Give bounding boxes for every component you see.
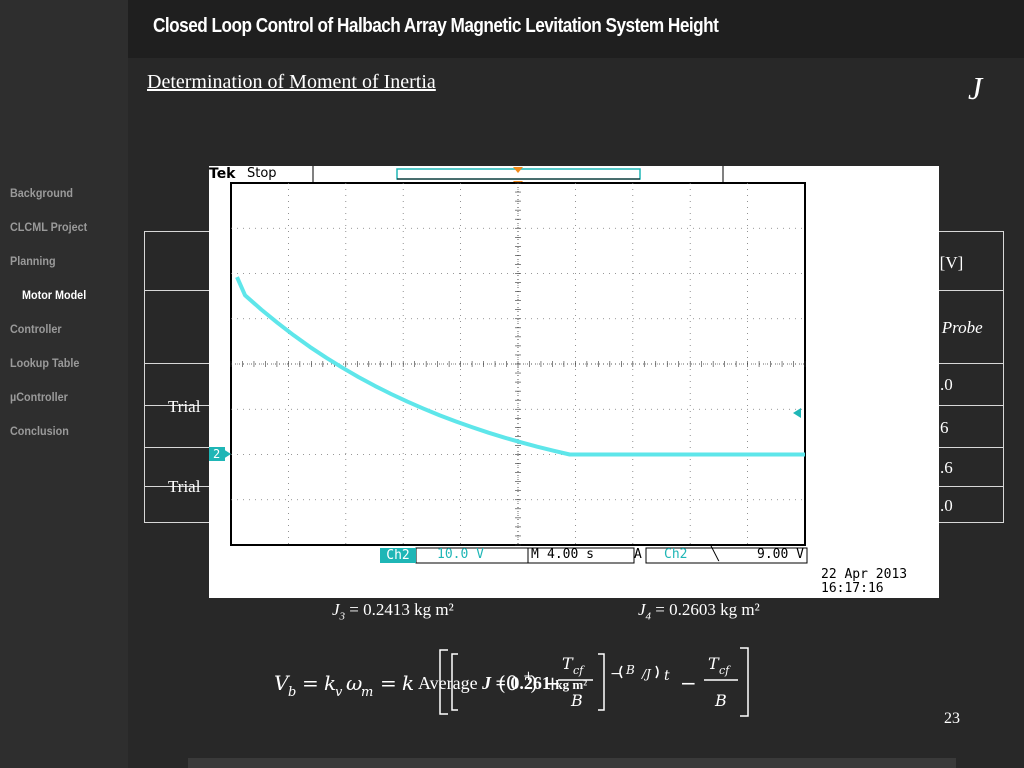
svg-text:V: V [274,671,291,695]
svg-text:/J: /J [641,667,652,681]
svg-text:B: B [714,691,727,710]
j4-value: = 0.2603 kg m² [651,600,760,619]
svg-text:=: = [380,671,397,695]
average-unit: kg m² [555,677,588,692]
svg-text:t: t [664,668,670,684]
j4-result: J4 = 0.2603 kg m² [638,600,760,622]
average-label: Average [418,673,478,693]
time-per-division: 4.00 s [547,547,594,562]
scope-run-state: Stop [247,166,277,181]
svg-text:T: T [562,654,574,673]
table-cell: .0 [940,496,953,515]
svg-text:k: k [324,671,336,695]
svg-text:B: B [625,663,635,677]
ch2-waveform [235,276,805,457]
sidebar-item-controller[interactable]: Controller [10,322,62,336]
average-symbol: J [482,673,492,693]
sidebar-item-microcontroller[interactable]: µController [10,390,68,404]
svg-text:−: − [610,666,622,682]
capture-date: 22 Apr 2013 [821,567,908,582]
trigger-position-marker [513,167,523,173]
j3-symbol: J [332,600,340,619]
channel-2-badge: Ch2 [380,548,416,563]
oscilloscope-capture: Tek Stop 2 Ch2 10.0 V M 4.00 s A [209,166,939,598]
trigger-slope-icon: ╲ [711,547,719,562]
trigger-label: A [634,547,642,562]
svg-text:b: b [288,685,296,700]
trigger-channel: Ch2 [664,547,688,562]
svg-text:(0: (0 [498,671,519,695]
scope-brand-logo: Tek [209,166,236,182]
sidebar [0,0,128,768]
table-header-right: )[V] [934,253,964,272]
sidebar-item-background[interactable]: Background [10,186,74,200]
sidebar-item-planning[interactable]: Planning [10,254,56,268]
table-cell-trial: Trial [168,477,201,496]
svg-text:k: k [402,671,414,695]
capture-time: 16:17:16 [821,581,884,596]
average-value: = 0.261 [495,673,551,693]
table-cell: .0 [940,375,953,394]
svg-text:cf: cf [719,664,731,677]
sidebar-item-conclusion[interactable]: Conclusion [10,424,69,438]
table-cell: 6 [940,418,949,437]
trigger-level: 9.00 V [757,547,804,562]
svg-text:+: + [523,669,534,684]
graticule [230,182,806,546]
timebase-label: M [531,547,539,562]
sidebar-item-clcml-project[interactable]: CLCML Project [10,220,88,234]
section-heading: Determination of Moment of Inertia [147,71,436,93]
j3-value: = 0.2413 kg m² [345,600,454,619]
svg-text:ω: ω [346,671,362,695]
sidebar-item-lookup-table[interactable]: Lookup Table [10,356,80,370]
bottom-strip [188,758,956,768]
j3-subscript: 3 [339,610,346,623]
average-result: Average J = 0.261 kg m² [418,673,587,694]
table-cell: .6 [940,458,953,477]
j3-result: J3 = 0.2413 kg m² [332,600,454,622]
svg-text:v: v [335,685,343,700]
svg-text:m: m [361,685,373,700]
trigger-level-marker [793,408,801,418]
channel-2-ground-marker: 2 [213,447,220,461]
svg-text:=: = [302,671,319,695]
j4-symbol: J [638,600,646,619]
svg-text:−: − [680,671,697,695]
scope-screen: 2 [209,166,808,564]
svg-text:B: B [570,691,583,710]
volts-per-division: 10.0 V [437,547,484,562]
table-cell-probe: e Probe [930,318,983,337]
table-cell-trial: Trial [168,397,201,416]
svg-text:) +: ) + [530,671,561,695]
j4-subscript: 4 [645,610,652,623]
header-bar [128,0,1024,58]
svg-text:T: T [708,654,720,673]
svg-text:cf: cf [573,664,585,677]
inertia-symbol: J [968,70,983,106]
page-number: 23 [944,710,960,727]
slide-title: Closed Loop Control of Halbach Array Mag… [153,15,719,37]
sidebar-item-motor-model[interactable]: Motor Model [22,288,87,302]
